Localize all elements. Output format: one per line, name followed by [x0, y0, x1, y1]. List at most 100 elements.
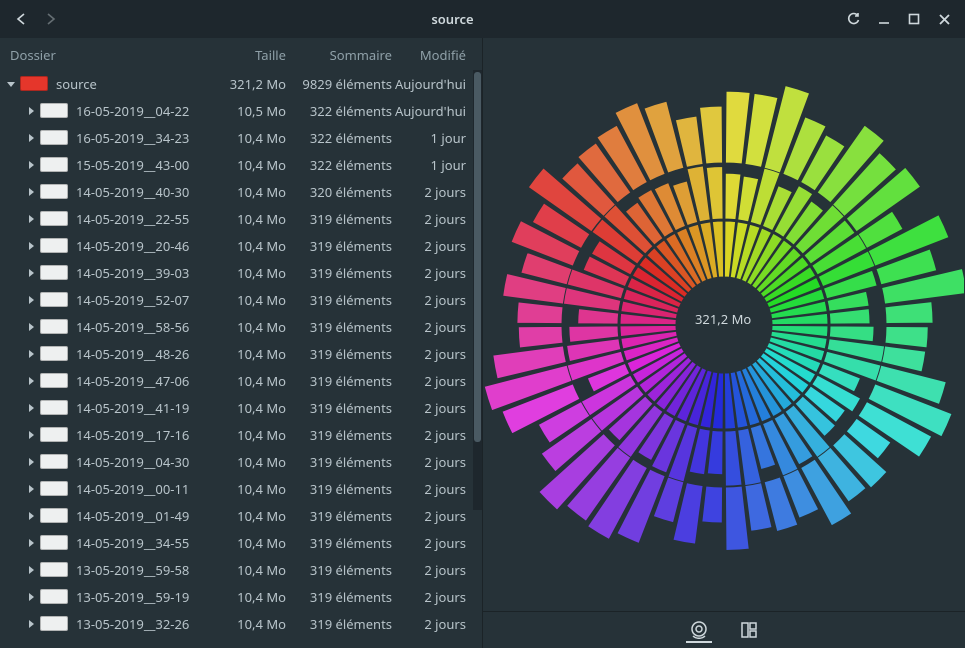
row-name: 13-05-2019__59-19: [76, 588, 212, 606]
scrollbar-thumb[interactable]: [474, 72, 481, 442]
close-button[interactable]: [929, 4, 959, 34]
row-size: 10,4 Mo: [212, 129, 286, 147]
sunburst-segment[interactable]: [517, 301, 563, 323]
tree-row[interactable]: 14-05-2019__40-3010,4 Mo320 éléments2 jo…: [0, 178, 482, 205]
row-summary: 9829 éléments: [286, 75, 392, 93]
tree-row[interactable]: 13-05-2019__59-5810,4 Mo319 éléments2 jo…: [0, 556, 482, 583]
row-size: 10,4 Mo: [212, 237, 286, 255]
row-name: 14-05-2019__04-30: [76, 453, 212, 471]
row-summary: 319 éléments: [286, 237, 392, 255]
expand-icon[interactable]: [24, 428, 38, 442]
expand-icon[interactable]: [24, 563, 38, 577]
column-header-modified[interactable]: Modifié: [392, 46, 472, 64]
row-size: 10,4 Mo: [212, 156, 286, 174]
expand-icon[interactable]: [24, 212, 38, 226]
row-name: 14-05-2019__47-06: [76, 372, 212, 390]
column-header-name[interactable]: Dossier: [10, 46, 212, 64]
tree-row[interactable]: 13-05-2019__32-2610,4 Mo319 éléments2 jo…: [0, 610, 482, 637]
row-summary: 319 éléments: [286, 480, 392, 498]
color-chip: [40, 616, 68, 631]
expand-icon[interactable]: [24, 239, 38, 253]
expand-icon[interactable]: [24, 509, 38, 523]
tree-row[interactable]: 14-05-2019__41-1910,4 Mo319 éléments2 jo…: [0, 394, 482, 421]
sunburst-view-button[interactable]: [686, 617, 712, 643]
row-summary: 322 éléments: [286, 156, 392, 174]
row-summary: 320 éléments: [286, 183, 392, 201]
tree-row[interactable]: 13-05-2019__59-1910,4 Mo319 éléments2 jo…: [0, 583, 482, 610]
tree-scroll[interactable]: source321,2 Mo9829 élémentsAujourd'hui16…: [0, 70, 482, 648]
row-modified: 2 jours: [392, 561, 472, 579]
sunburst-segment[interactable]: [885, 326, 928, 347]
expand-icon[interactable]: [24, 455, 38, 469]
expand-icon[interactable]: [24, 104, 38, 118]
sunburst-segment[interactable]: [702, 485, 723, 522]
color-chip: [40, 508, 68, 523]
row-modified: Aujourd'hui: [392, 102, 472, 120]
row-name: 13-05-2019__59-58: [76, 561, 212, 579]
expand-icon[interactable]: [24, 293, 38, 307]
forward-button[interactable]: [36, 4, 66, 34]
row-summary: 319 éléments: [286, 615, 392, 633]
row-size: 10,4 Mo: [212, 183, 286, 201]
color-chip: [40, 562, 68, 577]
sunburst-segment[interactable]: [725, 485, 749, 550]
column-header-summary[interactable]: Sommaire: [286, 46, 392, 64]
color-chip: [40, 400, 68, 415]
tree-row[interactable]: 14-05-2019__00-1110,4 Mo319 éléments2 jo…: [0, 475, 482, 502]
expand-icon[interactable]: [24, 185, 38, 199]
expand-icon[interactable]: [24, 320, 38, 334]
row-modified: 1 jour: [392, 129, 472, 147]
collapse-icon[interactable]: [4, 77, 18, 91]
expand-icon[interactable]: [24, 131, 38, 145]
tree-row[interactable]: 14-05-2019__34-5510,4 Mo319 éléments2 jo…: [0, 529, 482, 556]
row-summary: 319 éléments: [286, 453, 392, 471]
color-chip: [40, 157, 68, 172]
row-modified: 2 jours: [392, 345, 472, 363]
treemap-view-button[interactable]: [736, 617, 762, 643]
expand-icon[interactable]: [24, 266, 38, 280]
expand-icon[interactable]: [24, 536, 38, 550]
row-name: 14-05-2019__22-55: [76, 210, 212, 228]
row-name: 14-05-2019__39-03: [76, 264, 212, 282]
tree-row[interactable]: 14-05-2019__01-4910,4 Mo319 éléments2 jo…: [0, 502, 482, 529]
maximize-button[interactable]: [899, 4, 929, 34]
tree-row[interactable]: 16-05-2019__34-2310,4 Mo322 éléments1 jo…: [0, 124, 482, 151]
expand-icon[interactable]: [24, 401, 38, 415]
tree-row[interactable]: 14-05-2019__52-0710,4 Mo319 éléments2 jo…: [0, 286, 482, 313]
color-chip: [40, 130, 68, 145]
tree-row[interactable]: 14-05-2019__20-4610,4 Mo319 éléments2 jo…: [0, 232, 482, 259]
tree-row[interactable]: 14-05-2019__48-2610,4 Mo319 éléments2 jo…: [0, 340, 482, 367]
sunburst-segment[interactable]: [699, 105, 722, 163]
tree-pane: Dossier Taille Sommaire Modifié source32…: [0, 38, 482, 648]
tree-body: source321,2 Mo9829 élémentsAujourd'hui16…: [0, 70, 482, 648]
expand-icon[interactable]: [24, 482, 38, 496]
back-button[interactable]: [6, 4, 36, 34]
column-header-size[interactable]: Taille: [212, 46, 286, 64]
reload-button[interactable]: [839, 4, 869, 34]
expand-icon[interactable]: [24, 347, 38, 361]
sunburst-segment[interactable]: [518, 326, 563, 348]
tree-row[interactable]: 14-05-2019__04-3010,4 Mo319 éléments2 jo…: [0, 448, 482, 475]
expand-icon[interactable]: [24, 374, 38, 388]
tree-row[interactable]: 15-05-2019__43-0010,4 Mo322 éléments1 jo…: [0, 151, 482, 178]
row-size: 10,4 Mo: [212, 426, 286, 444]
minimize-button[interactable]: [869, 4, 899, 34]
row-name: 14-05-2019__17-16: [76, 426, 212, 444]
expand-icon[interactable]: [24, 617, 38, 631]
row-size: 10,4 Mo: [212, 210, 286, 228]
tree-row[interactable]: 16-05-2019__04-2210,5 Mo322 élémentsAujo…: [0, 97, 482, 124]
tree-row[interactable]: 14-05-2019__39-0310,4 Mo319 éléments2 jo…: [0, 259, 482, 286]
sunburst-chart[interactable]: 321,2 Mo: [483, 38, 965, 612]
tree-row[interactable]: 14-05-2019__47-0610,4 Mo319 éléments2 jo…: [0, 367, 482, 394]
scrollbar[interactable]: [473, 70, 482, 510]
row-name: 14-05-2019__40-30: [76, 183, 212, 201]
row-name: 15-05-2019__43-00: [76, 156, 212, 174]
expand-icon[interactable]: [24, 158, 38, 172]
tree-row[interactable]: 14-05-2019__17-1610,4 Mo319 éléments2 jo…: [0, 421, 482, 448]
sunburst-segment[interactable]: [885, 301, 933, 323]
expand-icon[interactable]: [24, 590, 38, 604]
tree-row[interactable]: 14-05-2019__58-5610,4 Mo319 éléments2 jo…: [0, 313, 482, 340]
row-size: 10,4 Mo: [212, 588, 286, 606]
tree-row[interactable]: 14-05-2019__22-5510,4 Mo319 éléments2 jo…: [0, 205, 482, 232]
tree-row[interactable]: source321,2 Mo9829 élémentsAujourd'hui: [0, 70, 482, 97]
